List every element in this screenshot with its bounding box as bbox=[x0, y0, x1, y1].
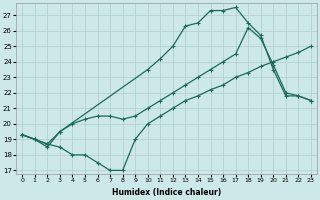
X-axis label: Humidex (Indice chaleur): Humidex (Indice chaleur) bbox=[112, 188, 221, 197]
